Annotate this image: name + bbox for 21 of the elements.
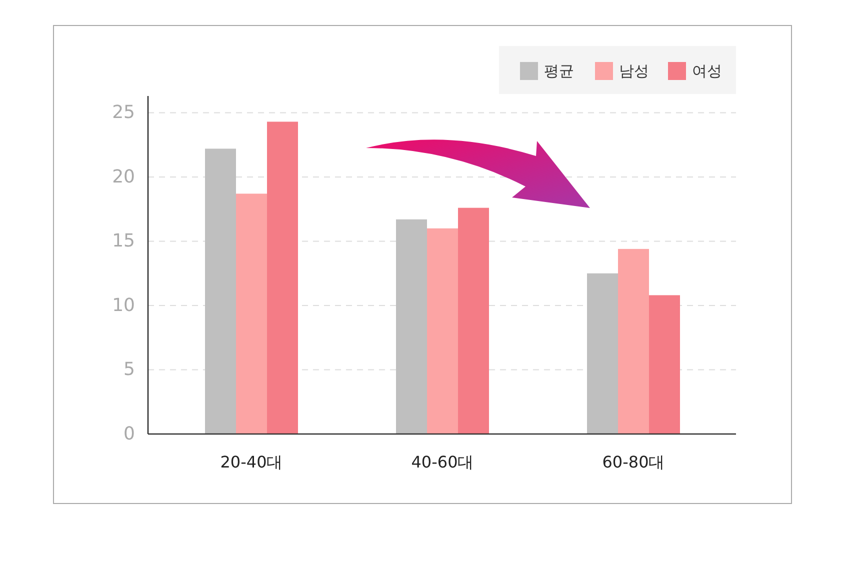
bar xyxy=(427,228,458,434)
bar xyxy=(267,122,298,434)
bar xyxy=(205,148,236,434)
y-tick-label: 25 xyxy=(112,102,135,124)
legend-label: 남성 xyxy=(619,62,649,80)
y-tick-label: 0 xyxy=(124,424,135,444)
bar xyxy=(649,295,680,434)
x-tick-label: 40-60대 xyxy=(411,452,474,472)
y-tick-label: 20 xyxy=(112,166,135,188)
x-tick-label: 20-40대 xyxy=(220,452,283,472)
legend-label: 여성 xyxy=(692,62,722,80)
x-tick-label: 60-80대 xyxy=(602,452,665,472)
bar xyxy=(236,194,267,434)
bar xyxy=(396,219,427,434)
y-tick-label: 5 xyxy=(124,359,135,380)
legend-label: 평균 xyxy=(544,62,574,80)
bar xyxy=(587,273,618,434)
bar xyxy=(458,208,489,434)
bar xyxy=(618,248,649,434)
y-tick-label: 10 xyxy=(112,294,135,316)
y-tick-label: 15 xyxy=(112,230,135,252)
